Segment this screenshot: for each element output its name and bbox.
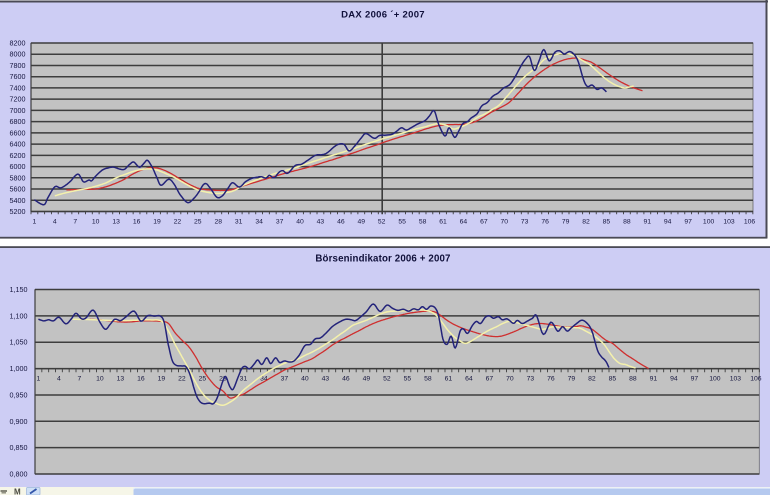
svg-text:73: 73 bbox=[521, 219, 529, 226]
svg-text:5800: 5800 bbox=[10, 173, 26, 182]
svg-text:82: 82 bbox=[588, 376, 596, 383]
svg-text:31: 31 bbox=[235, 219, 243, 226]
svg-text:1: 1 bbox=[33, 219, 37, 226]
svg-text:76: 76 bbox=[541, 219, 549, 226]
svg-text:7400: 7400 bbox=[10, 83, 26, 92]
svg-text:106: 106 bbox=[750, 376, 762, 383]
svg-text:94: 94 bbox=[664, 219, 672, 226]
svg-text:5200: 5200 bbox=[10, 207, 26, 216]
svg-text:6000: 6000 bbox=[10, 162, 26, 171]
svg-text:70: 70 bbox=[506, 376, 514, 383]
svg-text:100: 100 bbox=[709, 376, 721, 383]
svg-text:16: 16 bbox=[133, 219, 141, 226]
svg-text:0,800: 0,800 bbox=[10, 470, 28, 479]
svg-text:1,050: 1,050 bbox=[10, 338, 28, 347]
svg-text:40: 40 bbox=[301, 376, 309, 383]
svg-text:79: 79 bbox=[562, 219, 570, 226]
svg-text:M: M bbox=[14, 488, 21, 496]
svg-text:5600: 5600 bbox=[10, 185, 26, 194]
svg-text:7200: 7200 bbox=[10, 95, 26, 104]
svg-text:6800: 6800 bbox=[10, 117, 26, 126]
svg-text:8200: 8200 bbox=[10, 39, 26, 48]
svg-text:58: 58 bbox=[419, 219, 427, 226]
svg-text:13: 13 bbox=[117, 376, 125, 383]
svg-text:103: 103 bbox=[730, 376, 742, 383]
svg-text:10: 10 bbox=[92, 219, 100, 226]
svg-text:100: 100 bbox=[703, 219, 715, 226]
svg-text:DAX 2006 ´+ 2007: DAX 2006 ´+ 2007 bbox=[341, 10, 425, 21]
svg-text:67: 67 bbox=[480, 219, 488, 226]
svg-text:22: 22 bbox=[174, 219, 182, 226]
svg-text:8000: 8000 bbox=[10, 50, 26, 59]
svg-text:82: 82 bbox=[582, 219, 590, 226]
svg-text:46: 46 bbox=[342, 376, 350, 383]
svg-text:10: 10 bbox=[96, 376, 104, 383]
svg-text:7000: 7000 bbox=[10, 106, 26, 115]
svg-text:85: 85 bbox=[603, 219, 611, 226]
svg-text:88: 88 bbox=[629, 376, 637, 383]
svg-text:61: 61 bbox=[445, 376, 453, 383]
svg-text:52: 52 bbox=[378, 219, 386, 226]
svg-text:61: 61 bbox=[439, 219, 447, 226]
svg-text:6400: 6400 bbox=[10, 140, 26, 149]
svg-text:4: 4 bbox=[53, 219, 57, 226]
svg-text:5400: 5400 bbox=[10, 196, 26, 205]
svg-text:46: 46 bbox=[337, 219, 345, 226]
svg-text:Börsenindikator 2006 + 2007: Börsenindikator 2006 + 2007 bbox=[315, 254, 450, 265]
svg-text:91: 91 bbox=[650, 376, 658, 383]
svg-text:31: 31 bbox=[240, 376, 248, 383]
svg-text:97: 97 bbox=[691, 376, 699, 383]
svg-text:49: 49 bbox=[363, 376, 371, 383]
svg-text:43: 43 bbox=[317, 219, 325, 226]
svg-text:34: 34 bbox=[255, 219, 263, 226]
svg-text:0,950: 0,950 bbox=[10, 391, 28, 400]
svg-text:103: 103 bbox=[723, 219, 735, 226]
svg-text:1,000: 1,000 bbox=[10, 364, 28, 373]
svg-text:7600: 7600 bbox=[10, 72, 26, 81]
svg-text:19: 19 bbox=[158, 376, 166, 383]
svg-text:28: 28 bbox=[215, 219, 223, 226]
svg-text:25: 25 bbox=[194, 219, 202, 226]
svg-text:25: 25 bbox=[199, 376, 207, 383]
svg-text:55: 55 bbox=[404, 376, 412, 383]
svg-text:85: 85 bbox=[609, 376, 617, 383]
svg-text:43: 43 bbox=[322, 376, 330, 383]
svg-text:97: 97 bbox=[684, 219, 692, 226]
svg-text:37: 37 bbox=[281, 376, 289, 383]
svg-text:4: 4 bbox=[57, 376, 61, 383]
svg-text:19: 19 bbox=[153, 219, 161, 226]
svg-text:0,850: 0,850 bbox=[10, 443, 28, 452]
svg-text:40: 40 bbox=[296, 219, 304, 226]
svg-text:13: 13 bbox=[112, 219, 120, 226]
svg-text:7800: 7800 bbox=[10, 61, 26, 70]
svg-text:6600: 6600 bbox=[10, 128, 26, 137]
svg-text:58: 58 bbox=[424, 376, 432, 383]
svg-text:0,900: 0,900 bbox=[10, 417, 28, 426]
svg-text:37: 37 bbox=[276, 219, 284, 226]
svg-text:1: 1 bbox=[37, 376, 41, 383]
svg-text:76: 76 bbox=[547, 376, 555, 383]
svg-text:16: 16 bbox=[137, 376, 145, 383]
svg-text:6200: 6200 bbox=[10, 151, 26, 160]
svg-text:52: 52 bbox=[383, 376, 391, 383]
svg-text:7: 7 bbox=[73, 219, 77, 226]
svg-text:106: 106 bbox=[744, 219, 756, 226]
svg-text:1,150: 1,150 bbox=[10, 285, 28, 294]
svg-text:67: 67 bbox=[486, 376, 494, 383]
svg-text:64: 64 bbox=[465, 376, 473, 383]
svg-text:55: 55 bbox=[398, 219, 406, 226]
svg-text:64: 64 bbox=[460, 219, 468, 226]
svg-text:94: 94 bbox=[670, 376, 678, 383]
svg-text:73: 73 bbox=[527, 376, 535, 383]
svg-text:7: 7 bbox=[78, 376, 82, 383]
svg-text:70: 70 bbox=[501, 219, 509, 226]
svg-text:22: 22 bbox=[178, 376, 186, 383]
svg-text:1,100: 1,100 bbox=[10, 311, 28, 320]
svg-text:49: 49 bbox=[358, 219, 366, 226]
svg-text:34: 34 bbox=[260, 376, 268, 383]
svg-text:91: 91 bbox=[644, 219, 652, 226]
svg-text:79: 79 bbox=[568, 376, 576, 383]
svg-text:88: 88 bbox=[623, 219, 631, 226]
